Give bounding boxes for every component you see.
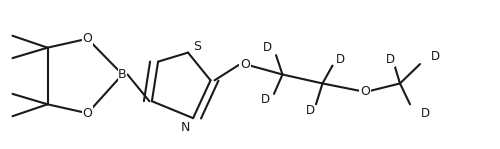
Text: D: D: [336, 53, 344, 66]
Text: D: D: [420, 107, 430, 120]
Text: O: O: [240, 58, 250, 71]
Text: D: D: [263, 41, 272, 54]
Text: D: D: [306, 104, 314, 117]
Text: D: D: [386, 53, 394, 66]
Text: O: O: [360, 85, 370, 98]
Text: D: D: [260, 93, 270, 106]
Text: O: O: [82, 107, 92, 120]
Text: D: D: [430, 50, 440, 63]
Text: O: O: [82, 32, 92, 45]
Text: B: B: [118, 68, 127, 81]
Text: S: S: [193, 40, 201, 53]
Text: N: N: [181, 121, 190, 134]
